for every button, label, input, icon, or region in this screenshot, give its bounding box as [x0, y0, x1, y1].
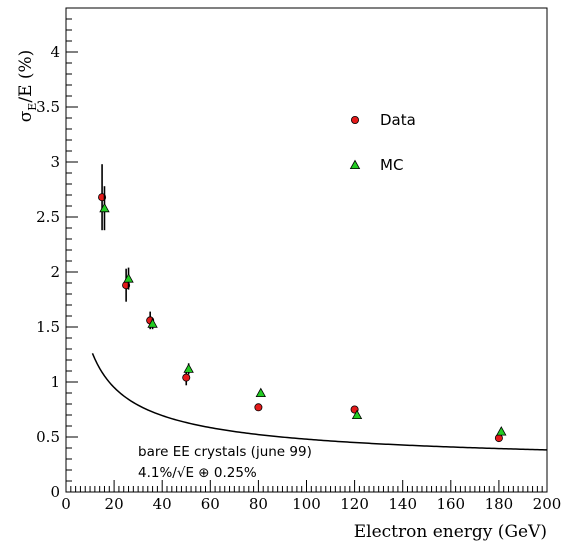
- y-tick-label: 4: [50, 43, 60, 61]
- y-tick-label: 2.5: [36, 208, 60, 226]
- x-tick-label: 20: [105, 495, 124, 513]
- annotation-line-1: bare EE crystals (june 99): [138, 444, 312, 460]
- x-tick-label: 140: [388, 495, 417, 513]
- resolution-curve: [91, 352, 548, 451]
- mc-point: [496, 426, 507, 436]
- data-point: [182, 373, 191, 382]
- x-tick-label: 160: [436, 495, 465, 513]
- annotation-line-2: 4.1%/√E ⊕ 0.25%: [138, 465, 257, 481]
- legend-mc-label: MC: [380, 156, 403, 174]
- mc-point: [255, 387, 266, 398]
- plot-border: [65, 7, 548, 493]
- y-tick-label: 1: [50, 373, 60, 391]
- x-tick-label: 40: [153, 495, 172, 513]
- x-tick-label: 200: [533, 495, 562, 513]
- mc-point: [351, 409, 363, 420]
- mc-point: [99, 202, 110, 213]
- data-point: [254, 403, 263, 412]
- x-tick-label: 0: [61, 495, 71, 513]
- y-tick-label: 0: [50, 483, 60, 501]
- x-tick-label: 180: [485, 495, 514, 513]
- y-tick-label: 3: [50, 153, 60, 171]
- data-point: [494, 434, 503, 443]
- x-tick-label: 60: [201, 495, 220, 513]
- y-tick-label: 0.5: [36, 428, 60, 446]
- plot-frame: [65, 7, 548, 493]
- mc-point: [147, 318, 158, 328]
- y-axis-title-subscript: E: [26, 103, 39, 111]
- x-tick-label: 120: [340, 495, 369, 513]
- mc-point: [183, 363, 194, 373]
- legend-mc-marker: [349, 159, 361, 170]
- y-axis-title-rest: /E (%): [16, 50, 36, 103]
- y-axis: 0 0.5 1 1.5 2 2.5 3 3.5 4: [36, 7, 78, 501]
- legend-data-marker: [350, 116, 359, 125]
- x-axis-title: Electron energy (GeV): [354, 522, 547, 542]
- x-tick-label: 100: [292, 495, 321, 513]
- y-axis-title: σE/E (%): [16, 50, 39, 123]
- y-axis-title-sigma: σ: [16, 110, 36, 122]
- mc-point: [123, 273, 134, 283]
- y-tick-label: 3.5: [36, 98, 60, 116]
- y-tick-label: 2: [50, 263, 60, 281]
- data-points-layer: [98, 164, 507, 443]
- resolution-curve-layer: [91, 352, 548, 451]
- x-tick-label: 80: [249, 495, 268, 513]
- x-axis: 0 20 40 60 80 100 120 140 160 180 200: [61, 480, 561, 513]
- legend: Data MC: [349, 111, 416, 174]
- legend-data-label: Data: [380, 111, 416, 129]
- y-tick-label: 1.5: [36, 318, 60, 336]
